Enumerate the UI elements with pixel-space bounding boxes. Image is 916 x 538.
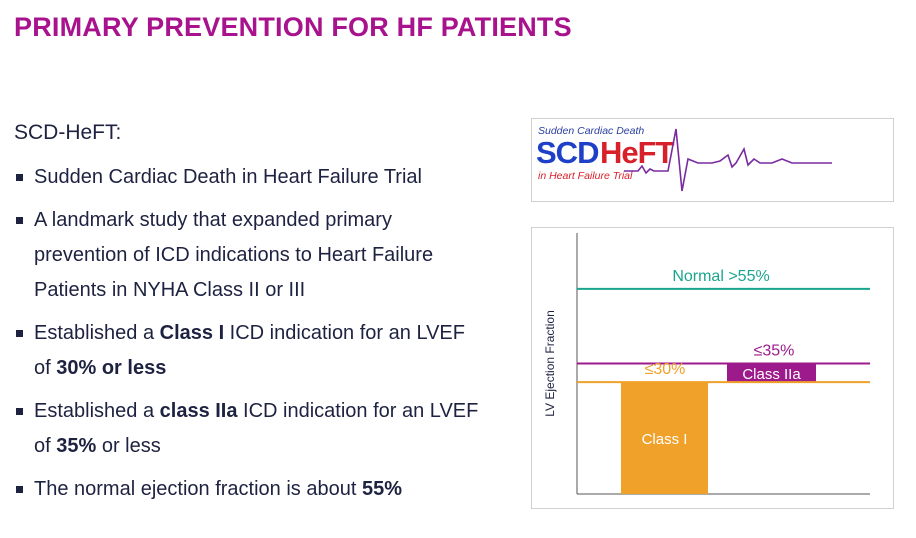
scdheft-logo: Sudden Cardiac Death SCD HeFT in Heart F… <box>531 118 894 202</box>
bullet-square-icon <box>16 217 23 224</box>
bullet-square-icon <box>16 408 23 415</box>
bullet-text-post: or less <box>96 435 161 457</box>
bullet-text: A landmark study that expanded primary p… <box>34 209 434 301</box>
bullet-bold-value: 55% <box>361 478 402 500</box>
threshold-label-1: ≤35% <box>754 343 795 360</box>
bullet-item: Sudden Cardiac Death in Heart Failure Tr… <box>14 160 484 195</box>
bar-1 <box>727 363 816 383</box>
bullet-text-mid: ICD indication for an LVEF of <box>34 400 479 457</box>
logo-bottom-text: in Heart Failure Trial <box>538 170 633 182</box>
bullet-square-icon <box>16 330 23 337</box>
lvef-chart: LV Ejection Fraction Class I Class IIa Nor… <box>531 227 894 509</box>
logo-graphic: Sudden Cardiac Death SCD HeFT in Heart F… <box>536 125 832 192</box>
slide-title: PRIMARY PREVENTION FOR HF PATIENTS <box>14 12 572 42</box>
ecg-trace-icon <box>624 128 832 192</box>
bullet-item: A landmark study that expanded primary p… <box>14 203 484 308</box>
bullet-item: Established a Class I ICD indication for… <box>14 316 484 386</box>
bar-0 <box>621 382 708 494</box>
bullet-text-pre: The normal ejection fraction is about <box>34 478 362 500</box>
bullet-text-mid: ICD indication for an LVEF of <box>34 322 465 379</box>
logo-main-text-scd: SCD <box>536 135 599 170</box>
bullet-list: Sudden Cardiac Death in Heart Failure Tr… <box>14 160 484 507</box>
lvef-chart-svg: LV Ejection Fraction Class I Class IIa Nor… <box>543 233 870 495</box>
bullet-item: Established a class IIa ICD indication f… <box>14 394 484 464</box>
bullet-text-pre: Established a <box>34 322 160 344</box>
bar-label-0: Class I <box>642 431 688 448</box>
bullet-bold-class: class IIa <box>159 400 238 422</box>
bar-label-1: Class IIa <box>742 366 801 383</box>
threshold-label-0: Normal >55% <box>672 268 769 285</box>
bullet-text: Sudden Cardiac Death in Heart Failure Tr… <box>34 166 422 188</box>
bullet-item: The normal ejection fraction is about 55… <box>14 472 484 507</box>
logo-top-text: Sudden Cardiac Death <box>538 125 644 137</box>
bullet-square-icon <box>16 174 23 181</box>
bullet-text-pre: Established a <box>34 400 160 422</box>
bullet-square-icon <box>16 486 23 493</box>
bullet-bold-value: 35% <box>56 435 97 457</box>
bullet-bold-class: Class I <box>159 322 225 344</box>
threshold-label-2: ≤30% <box>645 361 686 378</box>
logo-main-text-heft: HeFT <box>600 135 675 170</box>
section-heading: SCD-HeFT: <box>14 121 122 144</box>
y-axis-label: LV Ejection Fraction <box>543 310 557 417</box>
bullet-bold-value: 30% or less <box>56 357 167 379</box>
